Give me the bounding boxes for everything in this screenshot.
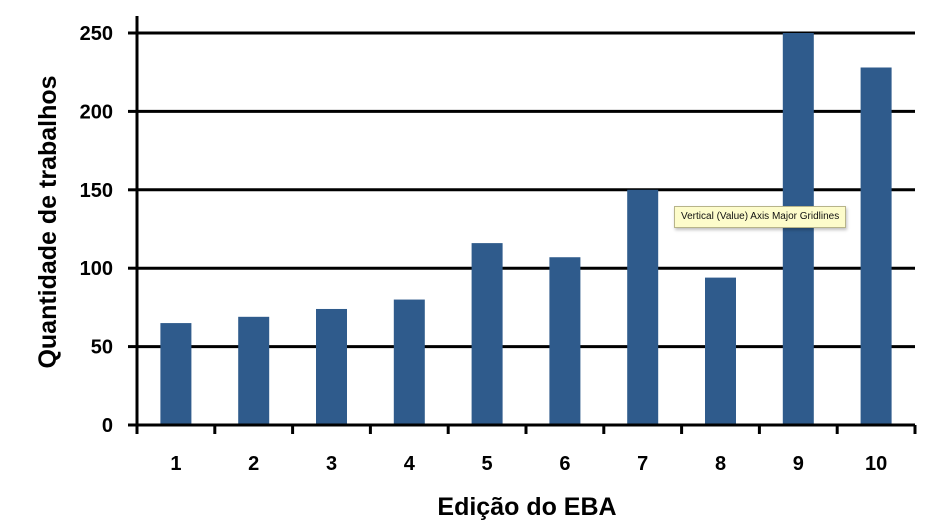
y-tick-label: 50 [91, 337, 113, 359]
gridlines-tooltip: Vertical (Value) Axis Major Gridlines [674, 206, 847, 228]
x-tick-label: 2 [248, 453, 259, 475]
bar-9[interactable] [782, 33, 814, 425]
bar-7[interactable] [627, 189, 659, 425]
bar-4[interactable] [393, 299, 425, 425]
y-axis-title: Quantidade de trabalhos [34, 75, 62, 368]
x-axis-title: Edição do EBA [437, 493, 616, 521]
axes [128, 16, 917, 434]
x-tick-label: 4 [404, 453, 416, 475]
x-tick-label: 3 [326, 453, 337, 475]
x-tick-label: 1 [170, 453, 181, 475]
bar-10[interactable] [860, 67, 892, 425]
bar-3[interactable] [316, 308, 347, 425]
y-tick-label: 200 [80, 101, 113, 123]
bars [160, 33, 892, 425]
x-tick-labels: 1 2 3 4 5 6 7 8 9 10 [170, 453, 887, 475]
bar-2[interactable] [238, 316, 270, 425]
x-tick-label: 8 [715, 453, 726, 475]
y-tick-labels: 0 50 100 150 200 250 [80, 23, 113, 437]
x-tick-label: 10 [865, 453, 887, 475]
bar-8[interactable] [705, 277, 736, 425]
x-tick-label: 6 [559, 453, 570, 475]
y-tick-label: 250 [80, 23, 113, 45]
y-tick-label: 100 [80, 258, 113, 280]
bar-6[interactable] [549, 257, 581, 425]
x-tick-label: 7 [637, 453, 648, 475]
x-tick-label: 5 [482, 453, 493, 475]
bar-5[interactable] [471, 243, 503, 425]
bar-1[interactable] [160, 323, 192, 425]
x-tick-label: 9 [793, 453, 804, 475]
y-tick-label: 150 [80, 180, 113, 202]
y-tick-label: 0 [102, 415, 113, 437]
